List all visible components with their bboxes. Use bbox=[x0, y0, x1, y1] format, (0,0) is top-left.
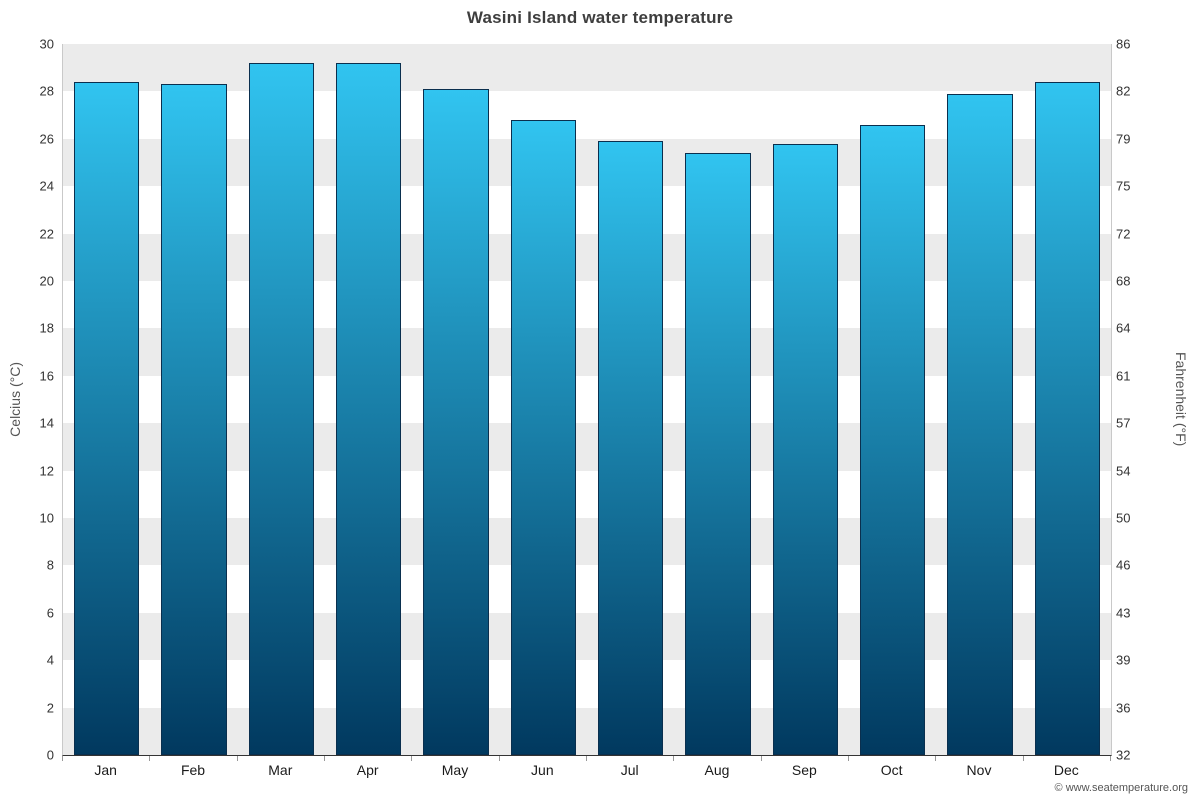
x-tick-label-nov: Nov bbox=[966, 762, 992, 778]
bar-jun bbox=[510, 119, 577, 755]
y-axis-title-fahrenheit-label: Fahrenheit (°F) bbox=[1173, 352, 1189, 447]
x-tick-mark bbox=[62, 756, 63, 761]
celsius-tick-label-14: 14 bbox=[39, 415, 54, 431]
grid-band bbox=[63, 375, 1111, 424]
bar-nov bbox=[947, 93, 1013, 755]
grid-band bbox=[63, 707, 1111, 755]
celsius-tick-label-16: 16 bbox=[39, 368, 54, 384]
x-tick-label-jul: Jul bbox=[620, 762, 639, 778]
fahrenheit-tick-label-82: 82 bbox=[1116, 83, 1131, 99]
x-tick-mark bbox=[1022, 756, 1024, 761]
celsius-tick-label-18: 18 bbox=[39, 320, 54, 336]
fahrenheit-tick-label-54: 54 bbox=[1116, 463, 1131, 479]
fahrenheit-tick-label-79: 79 bbox=[1116, 131, 1131, 147]
celsius-tick-label-8: 8 bbox=[46, 557, 54, 573]
grid-band bbox=[63, 328, 1111, 376]
fahrenheit-tick-label-57: 57 bbox=[1116, 415, 1131, 431]
celsius-tick-label-12: 12 bbox=[39, 463, 54, 479]
celsius-tick-label-26: 26 bbox=[39, 131, 54, 147]
y-axis-labels-celsius: 0 2 4 6 8 10 12 14 16 18 20 22 24 26 28 30 bbox=[0, 37, 54, 763]
x-tick-label-oct: Oct bbox=[880, 762, 903, 778]
x-tick-label-may: May bbox=[441, 762, 469, 778]
plot-area bbox=[62, 44, 1112, 756]
grid-band bbox=[63, 660, 1111, 708]
celsius-tick-label-4: 4 bbox=[46, 652, 54, 668]
bar-dec bbox=[1034, 81, 1101, 755]
bar-jul bbox=[597, 141, 664, 755]
grid-band bbox=[63, 138, 1111, 187]
copyright-credit: © www.seatemperature.org bbox=[1054, 782, 1188, 794]
x-tick-mark bbox=[498, 756, 500, 761]
celsius-tick-label-6: 6 bbox=[46, 605, 54, 621]
bar-oct bbox=[859, 124, 926, 755]
fahrenheit-tick-label-75: 75 bbox=[1116, 178, 1131, 194]
fahrenheit-tick-label-72: 72 bbox=[1116, 226, 1131, 242]
fahrenheit-tick-label-68: 68 bbox=[1116, 273, 1131, 289]
x-tick-label-aug: Aug bbox=[704, 762, 730, 778]
x-tick-mark bbox=[324, 756, 325, 761]
celsius-tick-label-0: 0 bbox=[46, 747, 54, 763]
x-tick-label-jun: Jun bbox=[531, 762, 554, 778]
grid-band bbox=[63, 233, 1111, 281]
grid-band bbox=[63, 281, 1111, 329]
celsius-tick-label-30: 30 bbox=[39, 36, 54, 52]
x-axis-ticks bbox=[62, 756, 1111, 762]
grid-band bbox=[63, 186, 1111, 234]
bar-mar bbox=[248, 62, 315, 755]
grid-band bbox=[63, 612, 1111, 661]
x-tick-mark bbox=[586, 756, 587, 761]
fahrenheit-tick-label-46: 46 bbox=[1116, 557, 1131, 573]
x-tick-mark bbox=[848, 756, 849, 761]
bar-feb bbox=[161, 84, 227, 755]
bar-sep bbox=[772, 143, 839, 755]
fahrenheit-tick-label-43: 43 bbox=[1116, 605, 1131, 621]
x-tick-label-mar: Mar bbox=[268, 762, 293, 778]
celsius-tick-label-10: 10 bbox=[39, 510, 54, 526]
x-tick-mark bbox=[935, 756, 937, 761]
x-tick-label-jan: Jan bbox=[94, 762, 117, 778]
grid-band bbox=[63, 565, 1111, 613]
grid-band bbox=[63, 91, 1111, 139]
grid-band bbox=[63, 470, 1111, 518]
x-tick-mark bbox=[411, 756, 413, 761]
x-tick-label-apr: Apr bbox=[356, 762, 379, 778]
bar-jan bbox=[73, 81, 140, 755]
x-tick-mark bbox=[760, 756, 762, 761]
x-tick-mark bbox=[673, 756, 675, 761]
x-tick-mark bbox=[1110, 756, 1111, 761]
fahrenheit-tick-label-50: 50 bbox=[1116, 510, 1131, 526]
celsius-tick-label-20: 20 bbox=[39, 273, 54, 289]
bar-may bbox=[423, 89, 489, 755]
fahrenheit-tick-label-39: 39 bbox=[1116, 652, 1131, 668]
fahrenheit-tick-label-61: 61 bbox=[1116, 368, 1131, 384]
bar-aug bbox=[685, 153, 751, 755]
y-axis-title-fahrenheit: Fahrenheit (°F) bbox=[1168, 44, 1194, 755]
celsius-tick-label-2: 2 bbox=[46, 700, 54, 716]
fahrenheit-tick-label-64: 64 bbox=[1116, 320, 1131, 336]
y-axis-labels-fahrenheit: 32 36 39 43 46 50 54 57 61 64 68 72 75 79 82 86 bbox=[1116, 37, 1168, 763]
grid-band bbox=[63, 44, 1111, 92]
grid-band bbox=[63, 423, 1111, 471]
x-tick-label-dec: Dec bbox=[1053, 762, 1079, 778]
fahrenheit-tick-label-86: 86 bbox=[1116, 36, 1131, 52]
x-tick-label-sep: Sep bbox=[791, 762, 817, 778]
fahrenheit-tick-label-36: 36 bbox=[1116, 700, 1131, 716]
celsius-tick-label-28: 28 bbox=[39, 83, 54, 99]
bar-apr bbox=[335, 62, 402, 755]
celsius-tick-label-22: 22 bbox=[39, 226, 54, 242]
chart-title: Wasini Island water temperature bbox=[466, 8, 734, 27]
fahrenheit-tick-label-32: 32 bbox=[1116, 747, 1131, 763]
x-axis-labels: Jan Feb Mar Apr May Jun Jul Aug Sep Oct Nov Dec bbox=[62, 762, 1110, 782]
x-tick-mark bbox=[236, 756, 238, 761]
celsius-tick-label-24: 24 bbox=[39, 178, 54, 194]
x-tick-mark bbox=[149, 756, 151, 761]
x-tick-label-feb: Feb bbox=[180, 762, 206, 778]
grid-band bbox=[63, 518, 1111, 566]
